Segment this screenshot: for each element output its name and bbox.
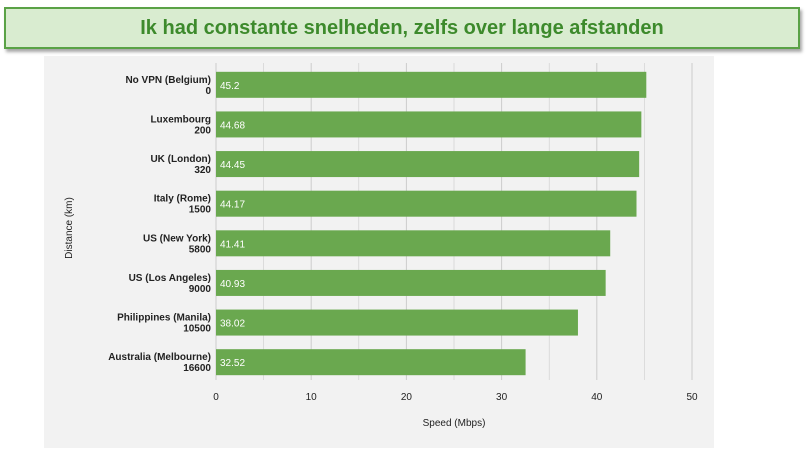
category-name-label: No VPN (Belgium) xyxy=(125,75,211,86)
data-label: 40.93 xyxy=(220,279,245,290)
category-distance-label: 9000 xyxy=(189,284,212,295)
category-name-label: Australia (Melbourne) xyxy=(108,352,211,363)
data-label: 32.52 xyxy=(220,358,245,369)
data-label: 44.17 xyxy=(220,200,245,211)
x-tick-label: 20 xyxy=(401,392,413,403)
y-axis-title: Distance (km) xyxy=(64,197,75,259)
category-distance-label: 16600 xyxy=(183,363,211,374)
x-tick-label: 40 xyxy=(591,392,603,403)
bar xyxy=(216,309,578,336)
data-label: 38.02 xyxy=(220,319,245,330)
x-axis-title: Speed (Mbps) xyxy=(423,418,486,429)
category-name-label: US (New York) xyxy=(143,233,211,244)
category-name-label: UK (London) xyxy=(150,154,211,165)
category-name-label: Philippines (Manila) xyxy=(117,313,211,324)
bar xyxy=(216,111,642,138)
bar xyxy=(216,230,611,257)
x-tick-label: 50 xyxy=(686,392,698,403)
bar xyxy=(216,190,637,217)
data-label: 41.41 xyxy=(220,239,245,250)
x-tick-label: 10 xyxy=(306,392,318,403)
bar xyxy=(216,151,640,178)
bar xyxy=(216,269,606,296)
data-label: 44.68 xyxy=(220,120,245,131)
x-tick-label: 30 xyxy=(496,392,508,403)
bar xyxy=(216,71,647,98)
category-distance-label: 200 xyxy=(194,125,211,136)
category-distance-label: 0 xyxy=(205,86,211,97)
category-distance-label: 1500 xyxy=(189,205,212,216)
category-distance-label: 320 xyxy=(194,165,211,176)
category-distance-label: 10500 xyxy=(183,324,211,335)
x-tick-label: 0 xyxy=(213,392,219,403)
bar xyxy=(216,349,526,376)
category-name-label: Italy (Rome) xyxy=(154,194,211,205)
data-label: 44.45 xyxy=(220,160,245,171)
category-distance-label: 5800 xyxy=(189,244,212,255)
category-name-label: Luxembourg xyxy=(150,114,211,125)
banner-title: Ik had constante snelheden, zelfs over l… xyxy=(140,16,664,39)
data-label: 45.2 xyxy=(220,81,240,92)
category-name-label: US (Los Angeles) xyxy=(129,273,211,284)
title-banner: Ik had constante snelheden, zelfs over l… xyxy=(4,7,800,49)
